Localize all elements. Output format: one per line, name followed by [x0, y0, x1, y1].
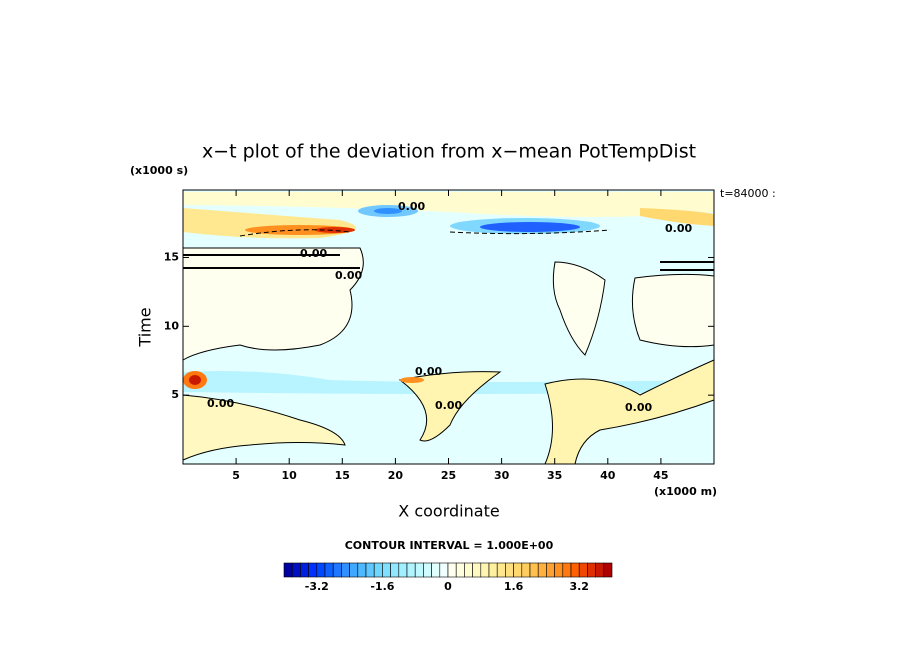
x-unit: (x1000 m) — [654, 485, 717, 498]
field-region — [398, 371, 502, 442]
field-region — [400, 377, 424, 383]
colorbar-box — [447, 562, 457, 578]
colorbar-box — [332, 562, 342, 578]
contour-line — [183, 254, 714, 271]
colorbar-box — [578, 562, 588, 578]
colorbar-box — [373, 562, 383, 578]
contour-label: 0.00 — [335, 269, 362, 282]
colorbar-box — [414, 562, 424, 578]
field-region — [189, 375, 201, 385]
colorbar-tick-label: -1.6 — [370, 580, 394, 593]
contour-label: 0.00 — [415, 365, 442, 378]
colorbar-box — [472, 562, 482, 578]
field-region — [631, 273, 715, 348]
colorbar-box — [455, 562, 465, 578]
colorbar-box — [382, 562, 391, 578]
colorbar-tick-label: 3.2 — [569, 580, 589, 593]
x-tick-label: 45 — [653, 469, 668, 482]
colorbar-box — [603, 562, 613, 578]
chart-title: x−t plot of the deviation from x−mean Po… — [202, 141, 696, 163]
colorbar-tick-label: 1.6 — [504, 580, 524, 593]
colorbar-box — [464, 562, 473, 578]
x-tick-label: 20 — [388, 469, 404, 482]
field-region — [640, 208, 714, 226]
y-tick-label: 10 — [164, 319, 180, 332]
x-tick-label: 5 — [232, 469, 240, 482]
colorbar-tick-label: -3.2 — [305, 580, 329, 593]
colorbar-box — [537, 562, 547, 578]
colorbar-box — [554, 562, 564, 578]
colorbar-box — [365, 562, 375, 578]
colorbar-box — [390, 562, 400, 578]
time-label: t=84000 : — [720, 187, 776, 200]
colorbar-title: CONTOUR INTERVAL = 1.000E+00 — [345, 539, 554, 552]
field-region — [182, 394, 346, 461]
y-unit: (x1000 s) — [130, 164, 188, 177]
x-tick-label: 15 — [335, 469, 350, 482]
colorbar-box — [308, 562, 318, 578]
colorbar-box — [529, 562, 539, 578]
contour-label: 0.00 — [300, 247, 327, 260]
colorbar-box — [316, 562, 326, 578]
colorbar-box — [291, 562, 301, 578]
x-tick-label: 25 — [441, 469, 456, 482]
colorbar-box — [324, 562, 334, 578]
colorbar-box — [488, 562, 498, 578]
colorbar-box — [431, 562, 441, 578]
colorbar-box — [341, 562, 350, 578]
field-region — [182, 247, 364, 361]
y-tick-label: 5 — [171, 388, 179, 401]
colorbar-box — [546, 562, 555, 578]
field-region — [544, 359, 715, 465]
colorbar-box — [398, 562, 408, 578]
colorbar-box — [521, 562, 531, 578]
colorbar-box — [570, 562, 580, 578]
field-region — [183, 192, 714, 217]
colorbar-box — [283, 562, 293, 578]
colorbar-box — [480, 562, 490, 578]
y-tick-label: 15 — [164, 250, 179, 263]
colorbar-box — [357, 562, 367, 578]
colorbar-box — [587, 562, 596, 578]
field — [182, 190, 715, 465]
contour-label: 0.00 — [625, 401, 652, 414]
x-tick-label: 30 — [494, 469, 510, 482]
colorbar-box — [439, 562, 449, 578]
colorbar-box — [595, 562, 605, 578]
colorbar-box — [496, 562, 506, 578]
colorbar-box — [406, 562, 416, 578]
contour-label: 0.00 — [435, 399, 462, 412]
colorbar-box — [300, 562, 309, 578]
contour-label: 0.00 — [398, 200, 425, 213]
x-tick-label: 40 — [600, 469, 616, 482]
field-region — [374, 208, 402, 214]
colorbar-tick-label: 0 — [444, 580, 452, 593]
contour-label: 0.00 — [207, 397, 234, 410]
x-tick-label: 10 — [282, 469, 298, 482]
contour-label: 0.00 — [665, 222, 692, 235]
y-axis-title: Time — [136, 307, 155, 347]
field-region — [552, 261, 606, 356]
field-region — [480, 222, 580, 232]
colorbar-box — [423, 562, 432, 578]
colorbar-box — [349, 562, 359, 578]
contour-line — [239, 229, 611, 237]
colorbar-box — [513, 562, 523, 578]
colorbar-box — [505, 562, 514, 578]
colorbar-box — [562, 562, 572, 578]
x-tick-label: 35 — [547, 469, 562, 482]
x-axis-title: X coordinate — [398, 502, 499, 521]
